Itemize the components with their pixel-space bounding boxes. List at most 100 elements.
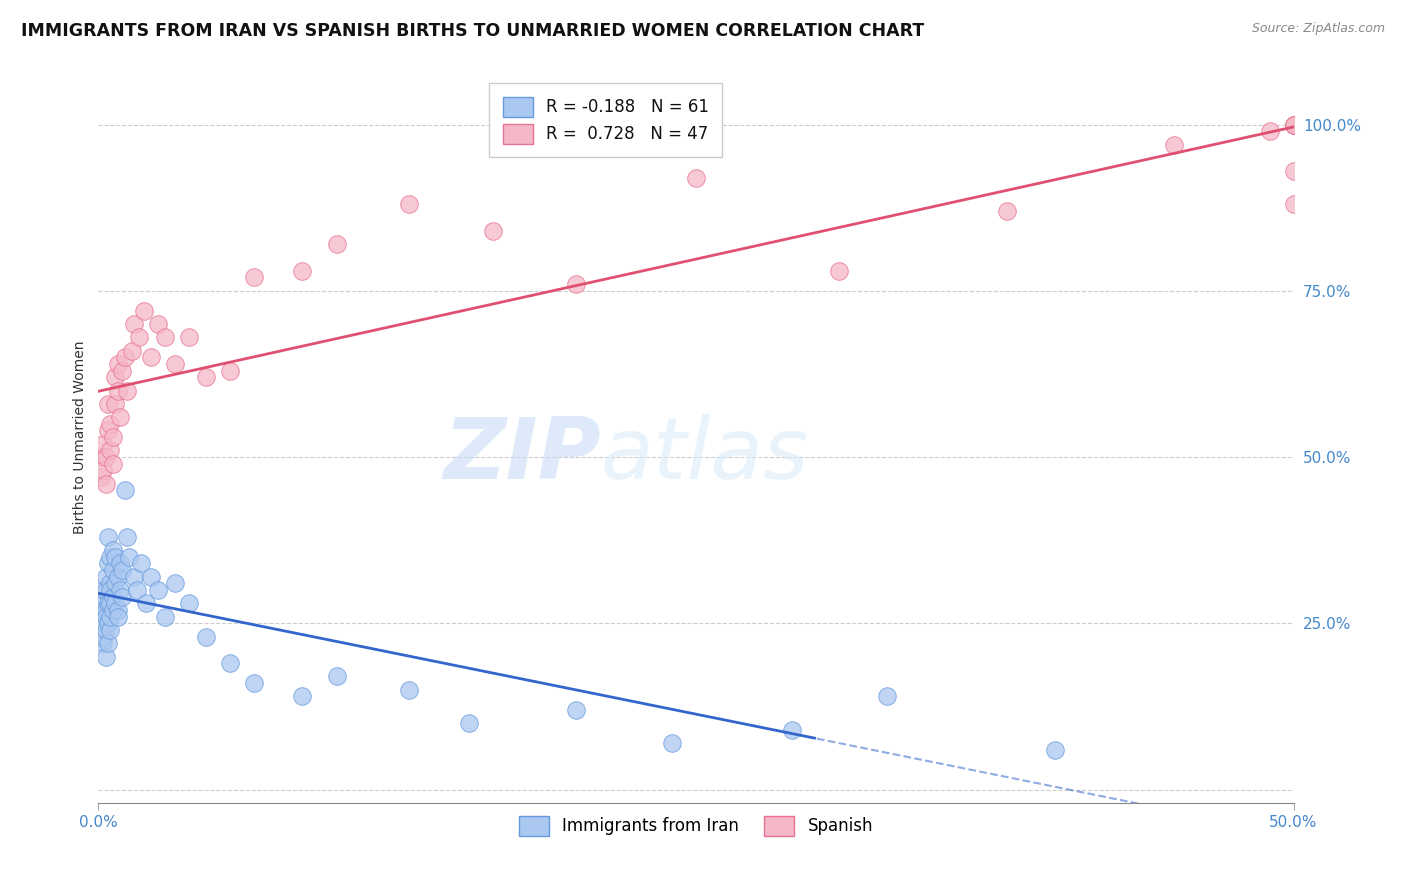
Point <box>98 623 122 637</box>
Point <box>90 470 112 484</box>
Point <box>1282 118 1305 132</box>
Point <box>111 563 134 577</box>
Point <box>104 576 127 591</box>
Point <box>101 430 124 444</box>
Point <box>91 636 114 650</box>
Point <box>114 483 136 498</box>
Point <box>98 582 122 597</box>
Point <box>94 476 117 491</box>
Point <box>108 410 131 425</box>
Point <box>108 582 131 597</box>
Point <box>155 609 177 624</box>
Point <box>90 616 112 631</box>
Point <box>91 582 114 597</box>
Point <box>163 357 186 371</box>
Point <box>98 417 122 431</box>
Point <box>326 669 349 683</box>
Point <box>1282 164 1305 178</box>
Point <box>565 277 588 292</box>
Point <box>108 557 131 571</box>
Point <box>139 570 162 584</box>
Point <box>128 330 150 344</box>
Point <box>94 623 117 637</box>
Point <box>1258 124 1281 138</box>
Point <box>107 384 129 398</box>
Point <box>97 397 120 411</box>
Point <box>291 690 314 704</box>
Point <box>107 603 129 617</box>
Point <box>243 270 266 285</box>
Point <box>90 450 112 464</box>
Y-axis label: Births to Unmarried Women: Births to Unmarried Women <box>73 341 87 533</box>
Point <box>97 616 120 631</box>
Point <box>291 264 314 278</box>
Point <box>111 590 134 604</box>
Point <box>104 397 127 411</box>
Point <box>90 596 112 610</box>
Point <box>98 576 122 591</box>
Point <box>876 690 898 704</box>
Point <box>97 636 120 650</box>
Point <box>1282 118 1305 132</box>
Point <box>458 716 481 731</box>
Point <box>94 570 117 584</box>
Point <box>115 530 138 544</box>
Point <box>163 576 186 591</box>
Point <box>97 596 120 610</box>
Point <box>115 384 138 398</box>
Legend: Immigrants from Iran, Spanish: Immigrants from Iran, Spanish <box>506 802 886 849</box>
Point <box>91 603 114 617</box>
Point <box>155 330 177 344</box>
Point <box>179 330 201 344</box>
Point <box>148 317 170 331</box>
Point <box>125 582 148 597</box>
Point <box>148 582 170 597</box>
Text: ZIP: ZIP <box>443 414 600 497</box>
Point <box>98 596 122 610</box>
Point <box>98 443 122 458</box>
Point <box>101 563 124 577</box>
Point <box>94 450 117 464</box>
Point <box>131 557 153 571</box>
Point <box>97 557 120 571</box>
Point <box>94 649 117 664</box>
Point <box>132 303 155 318</box>
Point <box>1163 137 1185 152</box>
Point <box>111 363 134 377</box>
Point <box>780 723 803 737</box>
Point <box>98 609 122 624</box>
Point <box>101 543 124 558</box>
Point <box>124 317 146 331</box>
Point <box>104 549 127 564</box>
Point <box>1282 118 1305 132</box>
Point <box>219 656 242 670</box>
Text: IMMIGRANTS FROM IRAN VS SPANISH BIRTHS TO UNMARRIED WOMEN CORRELATION CHART: IMMIGRANTS FROM IRAN VS SPANISH BIRTHS T… <box>21 22 924 40</box>
Point <box>94 582 117 597</box>
Point <box>104 596 127 610</box>
Point <box>398 197 420 211</box>
Point <box>124 570 146 584</box>
Point <box>1043 742 1066 756</box>
Point <box>398 682 420 697</box>
Point <box>661 736 683 750</box>
Point <box>107 357 129 371</box>
Point <box>179 596 201 610</box>
Point <box>243 676 266 690</box>
Point <box>104 370 127 384</box>
Point <box>326 237 349 252</box>
Point <box>121 343 143 358</box>
Point <box>94 609 117 624</box>
Point <box>995 204 1018 219</box>
Point <box>94 603 117 617</box>
Point <box>91 630 114 644</box>
Point <box>195 630 218 644</box>
Point <box>97 424 120 438</box>
Point <box>685 170 707 185</box>
Point <box>97 530 120 544</box>
Point <box>195 370 218 384</box>
Point <box>98 549 122 564</box>
Text: Source: ZipAtlas.com: Source: ZipAtlas.com <box>1251 22 1385 36</box>
Text: atlas: atlas <box>600 414 808 497</box>
Point <box>565 703 588 717</box>
Point <box>219 363 242 377</box>
